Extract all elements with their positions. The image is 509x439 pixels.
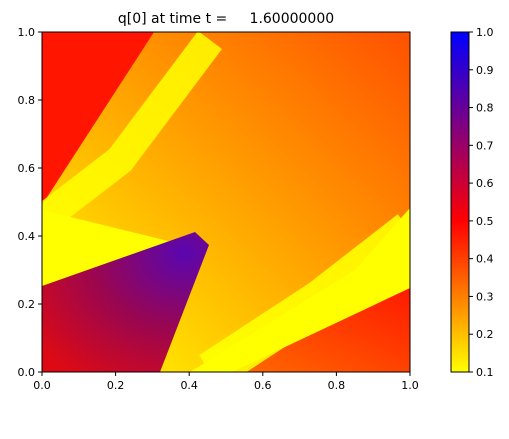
colorbar-tick-label: 0.3: [476, 290, 494, 303]
colorbar-tick-label: 0.8: [476, 102, 494, 115]
colorbar-tick-label: 1.0: [476, 26, 494, 39]
upper-left-red-band: [42, 32, 154, 205]
colorbar-tick-label: 0.4: [476, 253, 494, 266]
chart-title: q[0] at time t = 1.60000000: [118, 11, 334, 27]
colorbar-axis: 0.1 0.2 0.3 0.4 0.5 0.6 0.7 0.8 0.9 1.0: [469, 26, 494, 379]
colorbar-tick-label: 0.9: [476, 64, 494, 77]
y-axis: 0.0 0.2 0.4 0.6 0.8 1.0: [18, 26, 42, 379]
x-tick-label: 0.6: [254, 379, 272, 392]
plot-frame: [41, 31, 411, 373]
x-tick-label: 0.0: [33, 379, 51, 392]
colorbar-tick-label: 0.7: [476, 139, 494, 152]
colorbar-tick-label: 0.2: [476, 328, 494, 341]
y-tick-label: 0.2: [18, 298, 36, 311]
yellow-band-lower: [199, 214, 410, 372]
y-tick-label: 1.0: [18, 26, 36, 39]
y-tick-label: 0.4: [18, 230, 36, 243]
y-tick-label: 0.6: [18, 162, 36, 175]
colorbar-tick-label: 0.6: [476, 177, 494, 190]
colorbar-tick-label: 0.1: [476, 366, 494, 379]
x-tick-label: 0.2: [107, 379, 125, 392]
x-axis: 0.0 0.2 0.4 0.6 0.8 1.0: [33, 372, 419, 392]
colorbar: [450, 31, 470, 373]
yellow-band-upper: [42, 32, 222, 232]
x-tick-label: 0.8: [328, 379, 346, 392]
heatmap-field: [42, 32, 410, 372]
y-tick-label: 0.8: [18, 94, 36, 107]
x-tick-label: 0.4: [180, 379, 198, 392]
x-tick-label: 1.0: [401, 379, 419, 392]
lower-left-triangular-region: [42, 232, 209, 372]
y-tick-label: 0.0: [18, 366, 36, 379]
colorbar-tick-label: 0.5: [476, 215, 494, 228]
